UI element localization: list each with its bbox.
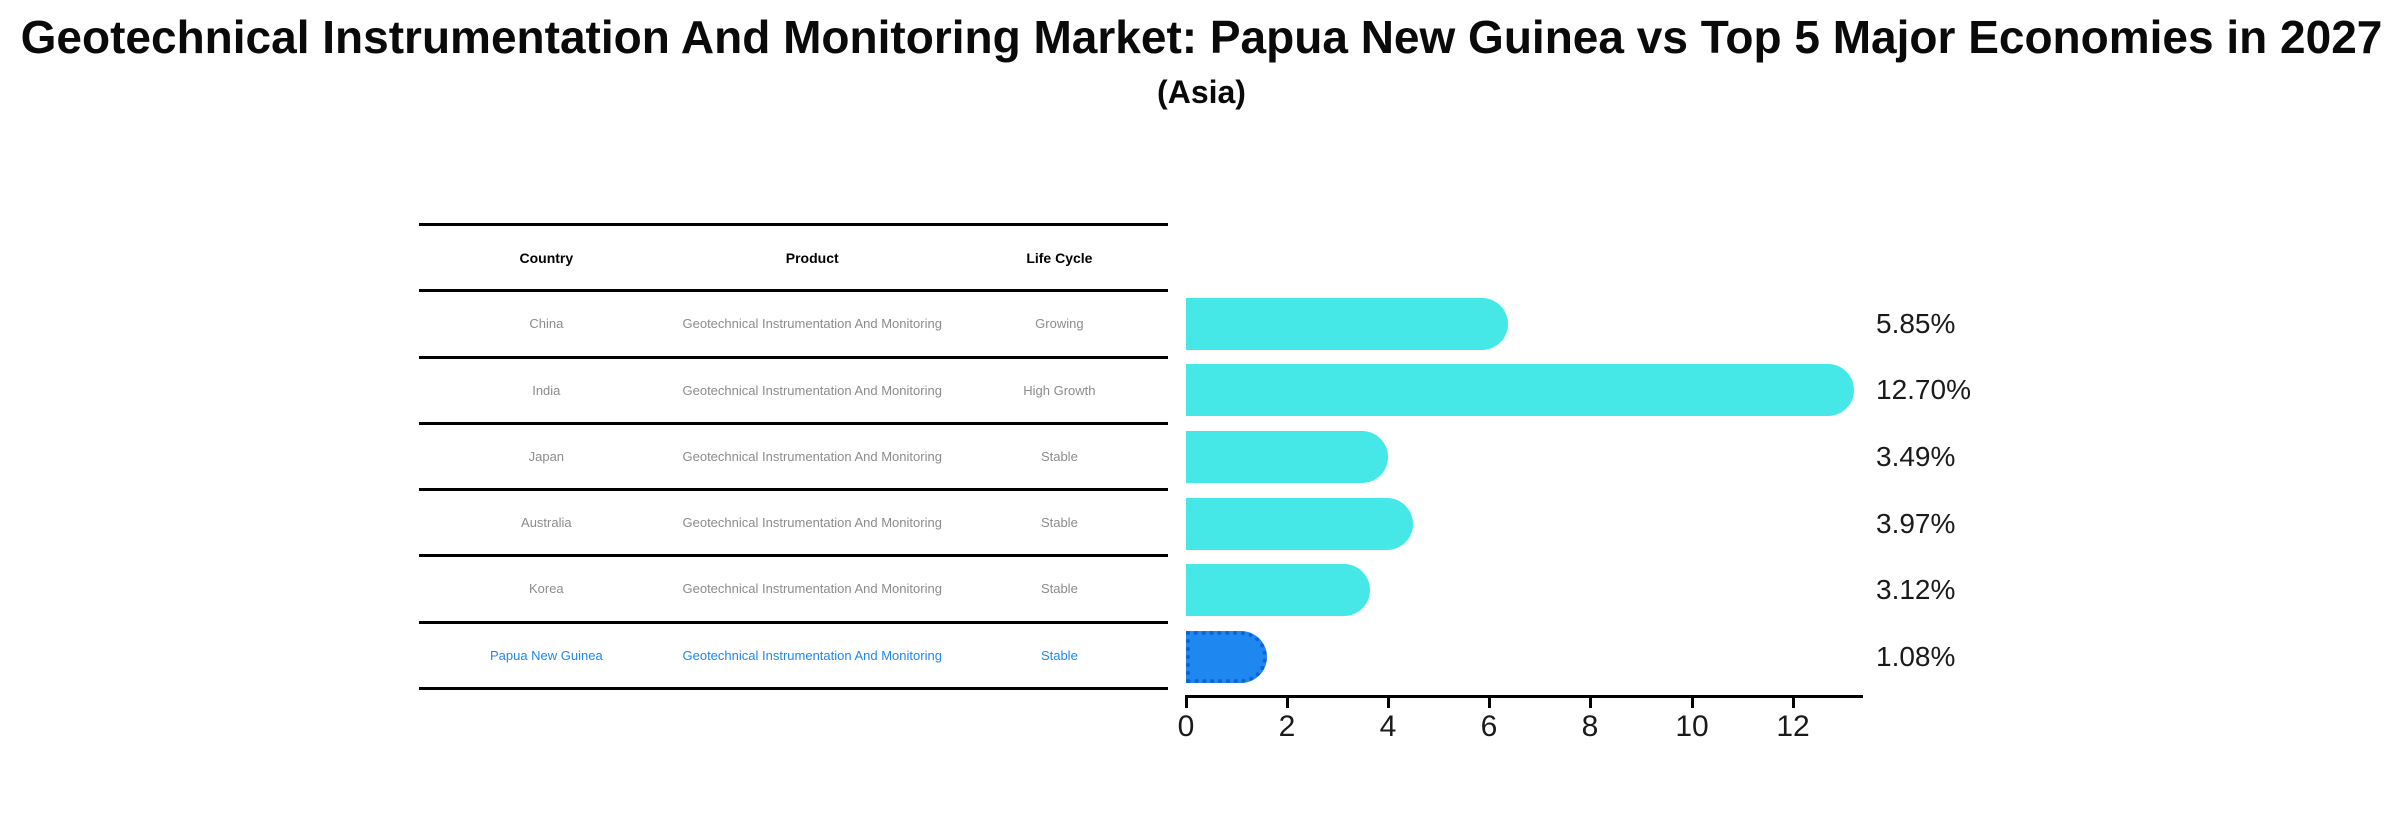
bar xyxy=(1186,431,1388,483)
x-tick-label: 4 xyxy=(1379,710,1397,743)
x-axis xyxy=(1186,695,1863,698)
x-tick-mark xyxy=(1792,695,1795,708)
x-tick-label: 0 xyxy=(1177,710,1195,743)
country-cell: China xyxy=(529,316,564,332)
value-label: 5.85% xyxy=(1876,308,1956,339)
page-subtitle: (Asia) xyxy=(1157,74,1246,110)
table-row: China Geotechnical Instrumentation And M… xyxy=(419,292,1168,359)
life-cycle-cell: Stable xyxy=(1040,647,1078,663)
x-tick-mark xyxy=(1589,695,1592,708)
table-row: Korea Geotechnical Instrumentation And M… xyxy=(419,557,1168,624)
product-cell: Geotechnical Instrumentation And Monitor… xyxy=(682,515,942,531)
x-tick-mark xyxy=(1286,695,1289,708)
bar xyxy=(1186,298,1508,350)
product-cell: Geotechnical Instrumentation And Monitor… xyxy=(682,647,942,663)
x-tick-label: 10 xyxy=(1675,710,1709,743)
page-title: Geotechnical Instrumentation And Monitor… xyxy=(20,11,2383,63)
x-tick-mark xyxy=(1488,695,1491,708)
product-cell: Geotechnical Instrumentation And Monitor… xyxy=(682,316,942,332)
column-header-product: Product xyxy=(785,249,839,266)
column-header-country: Country xyxy=(519,249,574,266)
life-cycle-cell: High Growth xyxy=(1023,382,1096,398)
product-cell: Geotechnical Instrumentation And Monitor… xyxy=(682,581,942,597)
life-cycle-cell: Stable xyxy=(1040,515,1078,531)
bar xyxy=(1186,564,1370,616)
value-label: 1.08% xyxy=(1876,641,1956,672)
x-tick-label: 12 xyxy=(1776,710,1810,743)
country-cell: India xyxy=(532,382,561,398)
life-cycle-cell: Stable xyxy=(1040,448,1078,464)
bar xyxy=(1186,498,1413,550)
table-row: India Geotechnical Instrumentation And M… xyxy=(419,359,1168,425)
x-tick-mark xyxy=(1691,695,1694,708)
table-row: Australia Geotechnical Instrumentation A… xyxy=(419,491,1168,558)
country-cell: Papua New Guinea xyxy=(489,647,603,663)
life-cycle-cell: Growing xyxy=(1035,316,1084,332)
x-tick-mark xyxy=(1387,695,1390,708)
value-label: 3.97% xyxy=(1876,508,1956,539)
value-label: 3.12% xyxy=(1876,574,1956,605)
x-tick-label: 6 xyxy=(1480,710,1498,743)
table-row-highlight: Papua New Guinea Geotechnical Instrument… xyxy=(419,624,1168,690)
column-header-life-cycle: Life Cycle xyxy=(1026,249,1093,266)
table-header-row: Country Product Life Cycle xyxy=(419,226,1168,293)
table-row: Japan Geotechnical Instrumentation And M… xyxy=(419,425,1168,492)
value-label: 12.70% xyxy=(1876,374,1971,405)
bar-highlight xyxy=(1186,631,1267,683)
x-tick-label: 2 xyxy=(1278,710,1296,743)
data-table: Country Product Life Cycle China Geotech… xyxy=(419,223,1168,690)
product-cell: Geotechnical Instrumentation And Monitor… xyxy=(682,448,942,464)
x-tick-mark xyxy=(1185,695,1188,708)
bar xyxy=(1186,364,1854,416)
country-cell: Japan xyxy=(528,448,565,464)
country-cell: Australia xyxy=(521,515,572,531)
value-label: 3.49% xyxy=(1876,441,1956,472)
product-cell: Geotechnical Instrumentation And Monitor… xyxy=(682,382,942,398)
life-cycle-cell: Stable xyxy=(1040,581,1078,597)
country-cell: Korea xyxy=(528,581,564,597)
x-tick-label: 8 xyxy=(1581,710,1599,743)
